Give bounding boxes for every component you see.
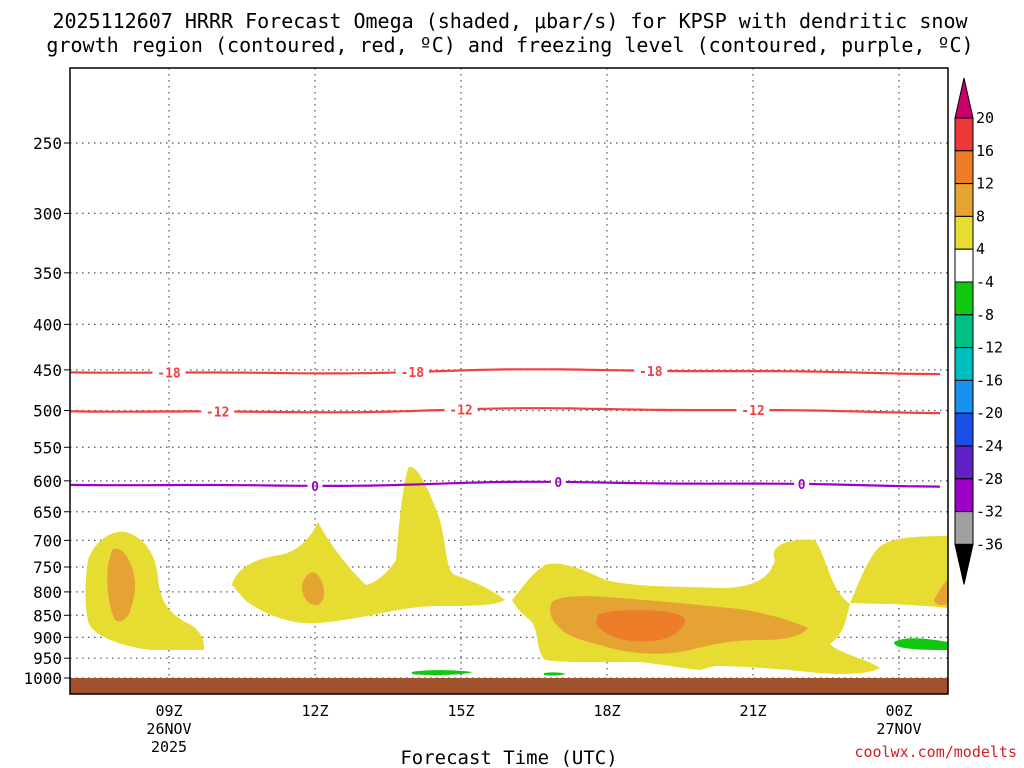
y-axis: 250 300 350 400 450 500 550 600 650 700 750 800 850 9… — [23, 134, 70, 688]
chart-title-line1: 2025112607 HRRR Forecast Omega (shaded, … — [52, 9, 968, 33]
x-tick-label: 15Z — [447, 702, 474, 720]
y-tick-label: 850 — [33, 606, 62, 625]
omega-shade-orange-1 — [596, 609, 686, 642]
y-tick-label: 350 — [33, 264, 62, 283]
colorbar-label: 20 — [976, 109, 994, 127]
y-tick-label: 250 — [33, 134, 62, 153]
colorbar-label: -8 — [976, 306, 994, 324]
colorbar-segment — [954, 150, 974, 185]
omega-shade-green-3 — [544, 672, 566, 676]
y-tick-label: 1000 — [23, 669, 62, 688]
x-tick-label: 00Z — [885, 702, 912, 720]
contour-label-bg — [444, 401, 478, 417]
contour-label: 0 — [554, 476, 562, 491]
colorbar-segment — [954, 445, 974, 480]
contour-label: -18 — [401, 366, 425, 381]
colorbar-label: 12 — [976, 175, 994, 193]
colorbar: 20 16 12 8 4 -4 -8 -12 -16 -20 -24 -28 -32 -36 — [954, 77, 1003, 585]
contour-label: -12 — [449, 403, 472, 418]
x-tick-label: 09Z — [155, 702, 182, 720]
colorbar-label: -12 — [976, 339, 1003, 357]
colorbar-label: 16 — [976, 142, 994, 160]
chart-title-line2: growth region (contoured, red, ºC) and f… — [46, 33, 973, 57]
colorbar-label: 8 — [976, 207, 985, 225]
x-tick-label: 12Z — [301, 702, 328, 720]
omega-shade-yellow-4 — [850, 536, 948, 608]
colorbar-segment — [954, 412, 974, 447]
y-tick-label: 900 — [33, 628, 62, 647]
contour-label-bg — [152, 364, 186, 380]
colorbar-label: -32 — [976, 503, 1003, 521]
contour-label: 0 — [311, 480, 319, 495]
colorbar-label: -4 — [976, 273, 994, 291]
colorbar-segment — [954, 511, 974, 545]
colorbar-label: -20 — [976, 404, 1003, 422]
x-tick-year: 2025 — [151, 738, 187, 756]
contour-label: -18 — [157, 367, 181, 382]
x-axis-label: Forecast Time (UTC) — [400, 747, 617, 768]
x-tick-date: 27NOV — [876, 720, 921, 738]
omega-shading — [70, 466, 948, 694]
credit-text: coolwx.com/modelts — [854, 743, 1017, 761]
contour-label-bg — [550, 473, 566, 489]
colorbar-label: -36 — [976, 535, 1003, 553]
x-tick-label: 18Z — [593, 702, 620, 720]
omega-shade-orange-light-4 — [934, 580, 948, 606]
colorbar-segment — [954, 183, 974, 217]
y-tick-label: 500 — [33, 402, 62, 421]
omega-shade-green-2 — [412, 670, 472, 676]
ground-shading — [70, 678, 948, 694]
colorbar-segment — [954, 281, 974, 316]
y-tick-label: 550 — [33, 438, 62, 457]
x-tick-date: 26NOV — [146, 720, 191, 738]
colorbar-segment — [954, 117, 974, 152]
y-tick-label: 600 — [33, 472, 62, 491]
y-tick-label: 650 — [33, 503, 62, 522]
y-tick-label: 450 — [33, 361, 62, 380]
contour-lines: -18 -18 -18 -12 -12 -12 0 0 0 — [69, 362, 941, 495]
contour-label: -12 — [741, 404, 764, 419]
y-tick-label: 300 — [33, 204, 62, 223]
colorbar-segment — [954, 248, 974, 283]
omega-shade-green-1 — [894, 638, 948, 650]
omega-shade-orange-light-1 — [107, 548, 136, 622]
plot-frame — [69, 67, 949, 695]
contour-label-bg — [736, 402, 770, 418]
contour-label-bg — [201, 403, 235, 419]
colorbar-segment — [954, 478, 974, 513]
colorbar-top-arrow — [954, 77, 974, 119]
contour-label: 0 — [798, 478, 806, 493]
y-tick-label: 400 — [33, 315, 62, 334]
contour-label-bg — [634, 362, 668, 378]
contour-label: -18 — [639, 365, 663, 380]
y-tick-label: 700 — [33, 531, 62, 550]
omega-shade-orange-light-2 — [302, 572, 325, 606]
colorbar-segment — [954, 379, 974, 414]
contour-label-bg — [395, 364, 429, 380]
colorbar-label: -16 — [976, 371, 1003, 389]
colorbar-segment — [954, 314, 974, 349]
y-tick-label: 750 — [33, 558, 62, 577]
dgz-minus18-contour — [69, 368, 941, 376]
omega-shade-yellow-2 — [232, 466, 505, 624]
y-tick-label: 950 — [33, 649, 62, 668]
colorbar-label: 4 — [976, 240, 985, 258]
colorbar-label: -28 — [976, 470, 1003, 488]
contour-label-bg — [794, 475, 810, 491]
colorbar-segment — [954, 347, 974, 381]
contour-label-bg — [307, 477, 323, 493]
y-tick-label: 800 — [33, 583, 62, 602]
colorbar-segment — [954, 215, 974, 250]
colorbar-label: -24 — [976, 437, 1003, 455]
contour-label: -12 — [206, 405, 229, 420]
x-tick-label: 21Z — [739, 702, 766, 720]
colorbar-bottom-arrow — [954, 543, 974, 585]
